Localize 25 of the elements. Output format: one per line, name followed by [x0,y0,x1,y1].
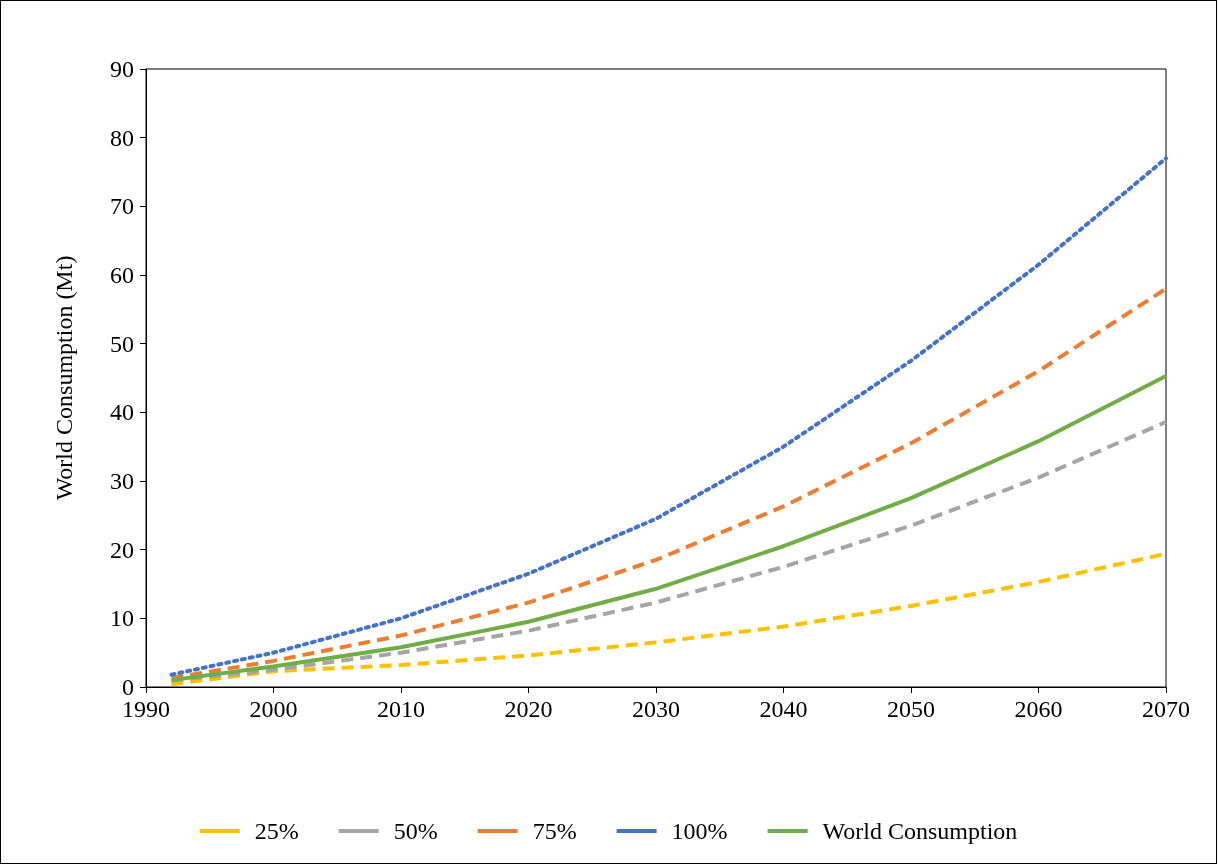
x-tick-label: 2040 [759,696,808,722]
legend-label: 75% [532,818,577,844]
y-tick-label: 40 [110,399,134,426]
line-series [169,156,1168,677]
y-tick-label: 20 [110,536,134,563]
y-tick-label: 80 [110,124,134,151]
x-tick-label: 2050 [887,696,935,722]
line-series [169,286,1168,681]
x-tick-label: 2070 [1142,696,1190,722]
legend-label: 100% [671,818,728,844]
x-tick-label: 2020 [504,696,553,722]
y-tick-label: 60 [110,262,134,288]
y-tick-label: 70 [110,193,134,220]
y-tick-label: 10 [110,605,134,632]
legend-label: 25% [254,818,299,844]
y-axis-title: World Consumption (Mt) [51,255,77,501]
legend-label: 50% [393,818,438,844]
x-tick-label: 2030 [632,696,680,722]
y-tick-label: 50 [110,330,134,357]
y-tick-label: 30 [110,468,134,494]
x-tick-label: 2060 [1014,696,1063,722]
x-tick-label: 2000 [249,696,298,722]
x-tick-label: 2010 [377,696,425,722]
legend-label: World Consumption [822,818,1018,844]
y-tick-label: 90 [110,56,134,82]
